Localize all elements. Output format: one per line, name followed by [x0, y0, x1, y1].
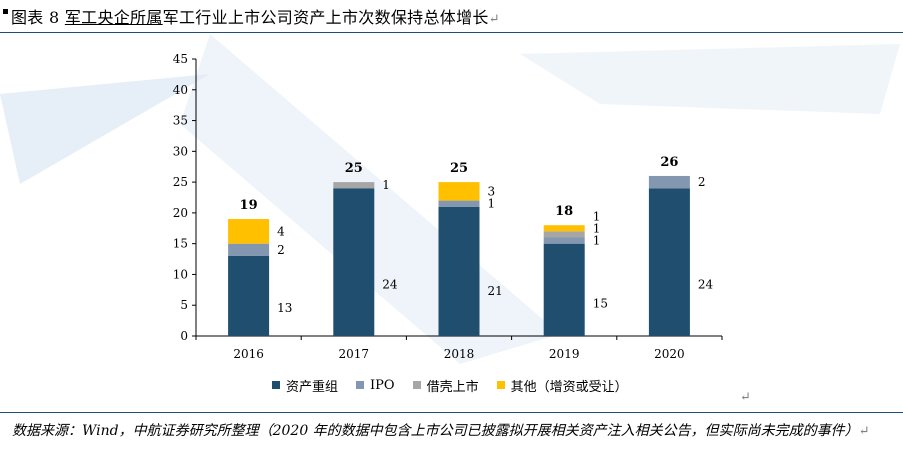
legend-swatch-ipo: [356, 381, 365, 389]
legend-swatch-other: [496, 381, 505, 389]
data-label-asset-restructuring: 21: [488, 284, 503, 298]
title-return-mark: ↵: [488, 12, 500, 27]
legend-return-mark: ↵: [740, 390, 751, 405]
x-tick-label: 2018: [444, 347, 475, 361]
bar-segment-ipo: [543, 237, 585, 244]
legend-item-ipo: IPO: [356, 378, 395, 393]
title-underlined: 军工央企所属: [64, 8, 163, 27]
title-divider: [0, 32, 903, 33]
data-label-ipo: 1: [488, 197, 496, 211]
bar-segment-ipo: [648, 175, 690, 189]
figure-title: 图表 8 军工央企所属军工行业上市公司资产上市次数保持总体增长↵: [11, 4, 500, 28]
chart-legend: 资产重组 IPO 借壳上市 其他（增资或受让）: [272, 376, 646, 395]
title-bullet: [3, 9, 8, 14]
bar-segment-backdoor: [333, 182, 375, 189]
bar-segment-asset-restructuring: [648, 188, 690, 336]
bar-segment-ipo: [438, 200, 480, 207]
title-prefix: 图表 8: [11, 8, 65, 27]
legend-label-asset-restructuring: 资产重组: [286, 379, 339, 395]
title-suffix: 军工行业上市公司资产上市次数保持总体增长: [162, 8, 489, 27]
y-tick-label: 15: [173, 237, 188, 251]
data-label-ipo: 1: [593, 234, 601, 248]
bar-segment-other: [438, 182, 480, 201]
figure-title-bar: 图表 8 军工央企所属军工行业上市公司资产上市次数保持总体增长↵: [0, 0, 903, 34]
bar-segment-asset-restructuring: [438, 206, 480, 336]
data-label-asset-restructuring: 15: [593, 297, 608, 311]
y-tick-label: 25: [173, 175, 188, 189]
stacked-bar-chart: 0 5 10 15 20 25 30 35 40 45 2016 2017 2018 2019 2020 1…: [173, 52, 723, 361]
bar-segment-asset-restructuring: [543, 243, 585, 336]
bar-segment-ipo: [228, 243, 270, 256]
legend-label-ipo: IPO: [370, 377, 395, 393]
data-label-asset-restructuring: 24: [382, 277, 398, 291]
total-label: 18: [555, 204, 573, 219]
total-label: 26: [660, 155, 678, 170]
bar-segment-asset-restructuring: [333, 188, 375, 336]
data-label-asset-restructuring: 24: [698, 277, 714, 291]
bar-segment-backdoor: [543, 231, 585, 238]
bar-segment-asset-restructuring: [228, 255, 270, 336]
bar-segment-other: [228, 219, 270, 244]
x-tick-label: 2020: [654, 347, 685, 361]
x-tick-label: 2017: [339, 347, 370, 361]
y-tick-label: 35: [173, 114, 188, 128]
y-tick-label: 30: [173, 144, 188, 158]
legend-item-other: 其他（增资或受让）: [496, 376, 628, 395]
data-label-backdoor: 1: [382, 178, 390, 192]
data-label-ipo: 2: [698, 175, 706, 189]
bar-segment-other: [543, 225, 585, 232]
y-tick-label: 20: [173, 206, 188, 220]
total-label: 19: [240, 198, 258, 213]
legend-swatch-asset-restructuring: [272, 381, 280, 389]
source-text: 数据来源：Wind，中航证券研究所整理（2020 年的数据中包含上市公司已披露拟…: [12, 423, 859, 439]
y-tick-label: 10: [173, 267, 188, 281]
total-label: 25: [345, 161, 363, 176]
data-label-other: 4: [277, 224, 285, 238]
chart-bars: [228, 175, 690, 336]
legend-label-backdoor: 借壳上市: [426, 379, 479, 395]
data-label-ipo: 2: [277, 243, 285, 257]
source-note: 数据来源：Wind，中航证券研究所整理（2020 年的数据中包含上市公司已披露拟…: [12, 420, 892, 443]
y-tick-label: 5: [180, 298, 188, 312]
total-label: 25: [450, 161, 468, 176]
data-label-other: 1: [593, 210, 601, 224]
legend-item-backdoor: 借壳上市: [412, 376, 479, 395]
x-tick-label: 2016: [233, 347, 264, 361]
x-tick-label: 2019: [549, 347, 580, 361]
data-label-other: 3: [488, 184, 496, 198]
y-tick-label: 45: [173, 52, 188, 66]
source-divider: [0, 412, 903, 413]
legend-item-asset-restructuring: 资产重组: [272, 376, 338, 395]
legend-swatch-backdoor: [412, 381, 421, 389]
legend-label-other: 其他（增资或受让）: [510, 379, 628, 395]
data-label-asset-restructuring: 13: [277, 301, 292, 315]
y-tick-label: 40: [173, 83, 188, 97]
data-label-backdoor: 1: [593, 222, 601, 236]
source-return-mark: ↵: [858, 424, 870, 439]
y-tick-label: 0: [180, 329, 188, 343]
